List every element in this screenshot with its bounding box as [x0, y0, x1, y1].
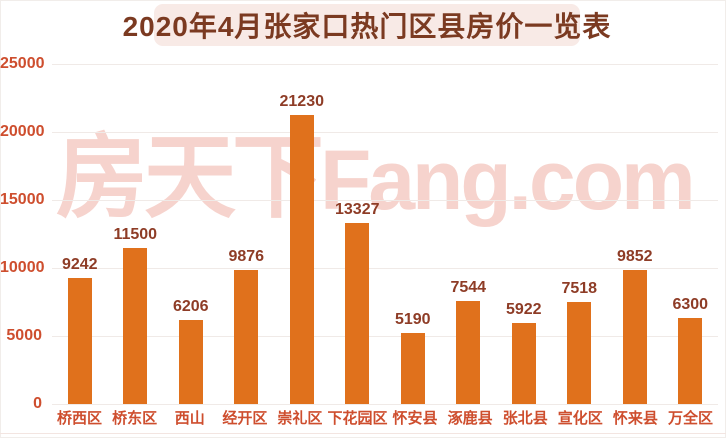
bar-column: 9852 [607, 64, 663, 404]
x-tick-label: 下花园区 [327, 410, 388, 427]
bar-value-label: 9242 [61, 256, 98, 274]
bar-value-label: 21230 [279, 93, 325, 111]
bar-value-label: 11500 [113, 225, 158, 243]
bar [123, 247, 148, 404]
x-tick-label: 西山 [174, 410, 205, 427]
bar-value-label: 7544 [450, 279, 487, 297]
bar [345, 222, 370, 404]
bar-column: 13327 [330, 64, 386, 404]
gridline [52, 132, 718, 133]
bar [289, 115, 314, 404]
watermark-cn: 房天下 [56, 127, 324, 229]
bottom-divider [0, 433, 726, 434]
bar [400, 333, 425, 404]
bar-value-label: 5190 [394, 311, 431, 329]
bars-container: 9242 11500 6206 9876 21230 13327 5190 7544 5922 7… [52, 64, 718, 404]
x-tick-label: 宣化区 [557, 410, 603, 427]
x-tick-label: 涿鹿县 [447, 410, 493, 427]
bar [678, 318, 703, 404]
bar-column: 5922 [496, 64, 552, 404]
y-tick-label: 15000 [0, 191, 45, 208]
page-title: 2020年4月张家口热门区县房价一览表 [122, 11, 612, 42]
bar-column: 21230 [274, 64, 330, 404]
bar-column: 6206 [163, 64, 219, 404]
y-tick-label: 0 [33, 395, 42, 412]
bar-value-label: 6206 [172, 297, 209, 315]
y-tick-label: 5000 [6, 327, 42, 344]
bar-column: 7518 [552, 64, 608, 404]
bar-column: 9876 [219, 64, 275, 404]
x-tick-label: 万全区 [667, 410, 713, 427]
bar-value-label: 13327 [335, 200, 380, 218]
bar-column: 9242 [52, 64, 108, 404]
gridline [52, 268, 718, 269]
title-banner: 2020年4月张家口热门区县房价一览表 [123, 4, 610, 46]
x-tick-label: 桥西区 [57, 410, 103, 427]
gridline [52, 336, 718, 337]
bar-column: 6300 [663, 64, 719, 404]
bar-value-label: 6300 [672, 296, 709, 314]
x-axis: 桥西区 桥东区 西山 经开区 崇礼区 下花园区 怀安县 涿鹿县 张北县 宣化区 怀来县 万全区 [52, 409, 718, 429]
x-tick-label: 张北县 [502, 410, 548, 427]
x-tick-label: 桥东区 [112, 410, 158, 427]
bar [622, 270, 647, 404]
bar-column: 5190 [385, 64, 441, 404]
gridline [52, 404, 718, 405]
gridline [52, 200, 718, 201]
bar [511, 323, 536, 404]
bar-column: 11500 [108, 64, 164, 404]
bar-value-label: 7518 [561, 279, 598, 297]
bar-value-label: 9876 [228, 247, 265, 265]
y-tick-label: 10000 [0, 259, 45, 276]
x-tick-label: 怀安县 [392, 410, 438, 427]
watermark-en: Fang.com [320, 133, 696, 227]
bar [178, 319, 203, 404]
y-tick-label: 25000 [0, 55, 45, 72]
y-tick-label: 20000 [0, 123, 45, 140]
x-tick-label: 经开区 [222, 410, 268, 427]
x-tick-label: 怀来县 [612, 410, 658, 427]
bar [456, 301, 481, 404]
y-axis: 0 5000 10000 15000 20000 25000 [0, 0, 46, 438]
bar-column: 7544 [441, 64, 497, 404]
bar-value-label: 9852 [616, 248, 653, 266]
bar [234, 269, 259, 404]
x-tick-label: 崇礼区 [277, 410, 323, 427]
plot-area: 9242 11500 6206 9876 21230 13327 5190 7544 5922 7… [52, 64, 718, 405]
bar [67, 278, 92, 404]
bar-value-label: 5922 [505, 301, 542, 319]
gridline [52, 64, 718, 65]
bar [567, 301, 592, 404]
watermark: 房天下Fang.com [56, 132, 696, 227]
